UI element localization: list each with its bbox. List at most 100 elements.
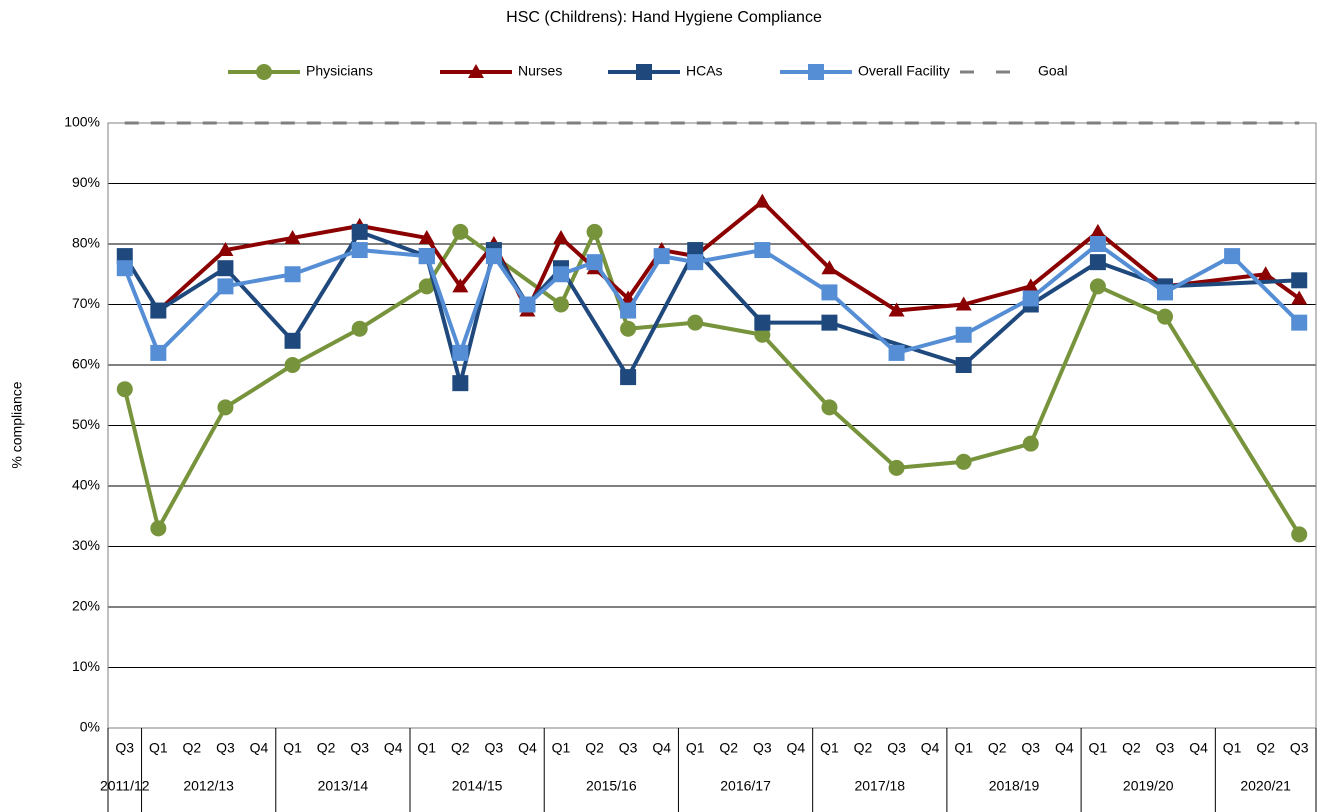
data-point bbox=[1089, 236, 1106, 252]
x-tick-label: Q4 bbox=[518, 740, 537, 756]
data-point bbox=[217, 278, 234, 295]
legend-label: HCAs bbox=[686, 63, 723, 79]
x-tick-label: Q4 bbox=[384, 740, 403, 756]
chart-title: HSC (Childrens): Hand Hygiene Compliance bbox=[506, 9, 822, 26]
x-tick-label: Q1 bbox=[954, 740, 973, 756]
x-tick-label: Q3 bbox=[1021, 740, 1040, 756]
data-point bbox=[553, 296, 569, 313]
data-point bbox=[1022, 435, 1039, 452]
x-tick-label: Q2 bbox=[1122, 740, 1141, 756]
data-point bbox=[116, 260, 133, 277]
series bbox=[116, 223, 1308, 543]
x-tick-label: Q3 bbox=[216, 740, 235, 756]
data-point bbox=[284, 229, 301, 244]
x-tick-label: Q3 bbox=[887, 740, 906, 756]
x-tick-label: Q2 bbox=[183, 740, 202, 756]
data-point bbox=[351, 320, 368, 337]
data-point bbox=[1291, 314, 1308, 331]
data-point bbox=[284, 332, 301, 349]
data-point bbox=[955, 453, 972, 470]
data-point bbox=[452, 278, 469, 293]
y-tick-label: 80% bbox=[72, 235, 100, 251]
x-tick-label: Q2 bbox=[719, 740, 738, 756]
x-group-label: 2014/15 bbox=[452, 778, 503, 794]
y-tick-label: 70% bbox=[72, 295, 100, 311]
legend-label: Goal bbox=[1038, 63, 1068, 79]
data-point bbox=[821, 314, 838, 331]
data-point bbox=[150, 302, 167, 319]
x-tick-label: Q3 bbox=[753, 740, 772, 756]
y-tick-label: 60% bbox=[72, 356, 100, 372]
x-group-label: 2016/17 bbox=[720, 778, 771, 794]
data-point bbox=[687, 314, 704, 331]
data-point bbox=[452, 223, 469, 240]
x-tick-label: Q2 bbox=[451, 740, 470, 756]
data-point bbox=[821, 260, 838, 275]
data-point bbox=[754, 314, 771, 331]
y-tick-label: 10% bbox=[72, 658, 100, 674]
data-point bbox=[653, 248, 670, 265]
data-point bbox=[217, 260, 234, 277]
data-point bbox=[418, 278, 435, 295]
data-point bbox=[452, 375, 469, 392]
data-point bbox=[888, 459, 905, 476]
x-tick-label: Q3 bbox=[1156, 740, 1175, 756]
data-point bbox=[284, 266, 301, 283]
data-point bbox=[418, 248, 435, 265]
x-tick-label: Q1 bbox=[820, 740, 839, 756]
data-point bbox=[1022, 290, 1039, 307]
data-point bbox=[1291, 290, 1308, 305]
data-point bbox=[1089, 223, 1106, 238]
data-point bbox=[955, 357, 972, 373]
data-point bbox=[821, 399, 838, 416]
x-tick-label: Q2 bbox=[317, 740, 336, 756]
data-point bbox=[754, 326, 771, 343]
data-point bbox=[1157, 284, 1173, 301]
x-group-label: 2011/12 bbox=[100, 778, 150, 794]
data-point bbox=[687, 254, 704, 271]
data-point bbox=[821, 284, 838, 301]
x-tick-label: Q2 bbox=[988, 740, 1007, 756]
y-axis-label: % compliance bbox=[9, 381, 25, 468]
x-tick-label: Q4 bbox=[1189, 740, 1208, 756]
data-point bbox=[586, 223, 603, 240]
y-tick-label: 30% bbox=[72, 537, 100, 553]
x-tick-label: Q1 bbox=[552, 740, 571, 756]
data-point bbox=[1089, 254, 1106, 271]
data-point bbox=[955, 296, 972, 311]
legend-label: Nurses bbox=[518, 63, 562, 79]
y-tick-label: 50% bbox=[72, 416, 100, 432]
x-group-label: 2012/13 bbox=[183, 778, 234, 794]
x-group-label: 2020/21 bbox=[1240, 778, 1291, 794]
data-point bbox=[888, 344, 905, 361]
data-point bbox=[150, 344, 167, 361]
y-tick-label: 0% bbox=[80, 719, 100, 735]
data-point bbox=[452, 344, 469, 361]
data-point bbox=[888, 302, 905, 317]
x-tick-label: Q2 bbox=[1256, 740, 1275, 756]
x-tick-label: Q4 bbox=[1055, 740, 1074, 756]
data-point bbox=[620, 369, 637, 386]
data-point bbox=[1291, 272, 1308, 289]
data-point bbox=[754, 242, 771, 259]
data-point bbox=[351, 223, 368, 240]
data-point bbox=[150, 520, 167, 537]
data-point bbox=[116, 248, 133, 265]
data-point bbox=[553, 266, 569, 283]
x-group-label: 2019/20 bbox=[1123, 778, 1174, 794]
legend-label: Physicians bbox=[306, 63, 373, 79]
y-tick-label: 100% bbox=[64, 114, 100, 130]
x-group-label: 2013/14 bbox=[318, 778, 369, 794]
x-tick-label: Q4 bbox=[921, 740, 940, 756]
x-tick-label: Q1 bbox=[149, 740, 168, 756]
data-point bbox=[116, 381, 133, 398]
series-line bbox=[122, 229, 1301, 536]
series-line bbox=[156, 199, 1301, 313]
data-point bbox=[620, 320, 637, 337]
x-tick-label: Q3 bbox=[350, 740, 369, 756]
x-tick-label: Q3 bbox=[485, 740, 504, 756]
data-point bbox=[1089, 278, 1106, 295]
data-point bbox=[217, 399, 234, 416]
data-point bbox=[553, 229, 569, 244]
